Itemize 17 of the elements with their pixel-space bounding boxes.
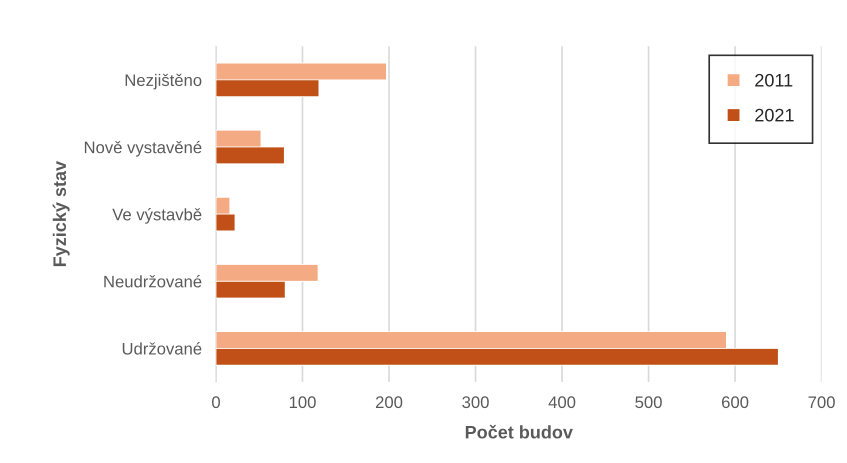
x-tick-label: 500 <box>635 396 662 408</box>
legend-label: 2011 <box>755 74 792 87</box>
x-tick-label: 200 <box>376 396 402 408</box>
x-tick-label: 400 <box>548 396 576 408</box>
y-tick-label: Nezjištěno <box>126 74 202 90</box>
legend-label: 2021 <box>755 108 794 122</box>
y-axis-title: Fyzický stav <box>52 161 70 266</box>
x-tick-label: 300 <box>462 396 489 408</box>
x-tick-label: 600 <box>722 396 748 408</box>
y-tick-label: Udržované <box>122 342 202 355</box>
y-tick-label: Neudržované <box>104 275 202 288</box>
y-tick-label: Ve výstavbě <box>112 208 202 224</box>
x-tick-label: 100 <box>290 396 316 408</box>
x-axis-title: Počet budov <box>466 424 573 439</box>
x-tick-label: 700 <box>808 396 835 408</box>
x-tick-label: 0 <box>212 396 220 408</box>
y-tick-label: Nově vystavěné <box>84 140 202 157</box>
